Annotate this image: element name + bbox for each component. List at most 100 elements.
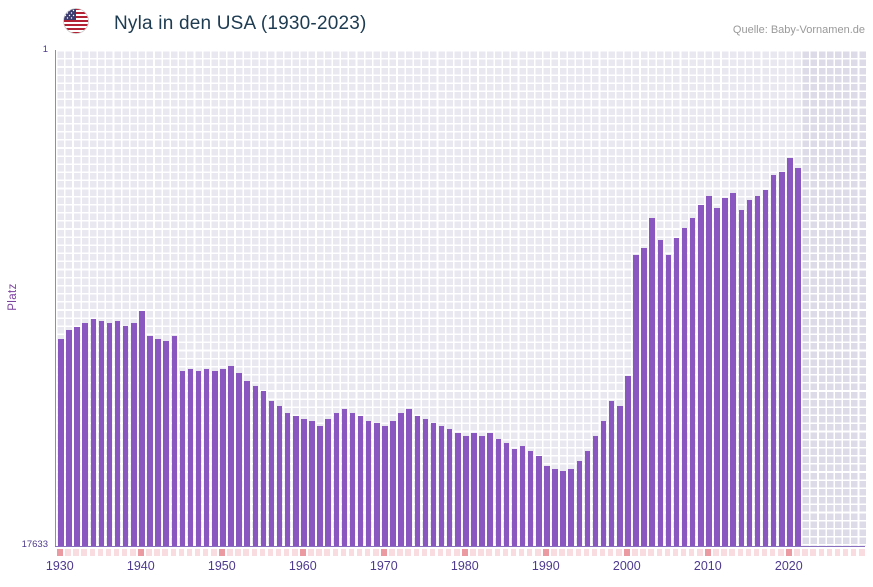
bar-1936[interactable]	[106, 322, 113, 546]
bar-1951[interactable]	[228, 365, 234, 546]
bar-1998[interactable]	[608, 400, 615, 546]
bar-1953[interactable]	[244, 380, 250, 546]
bar-1983[interactable]	[487, 432, 493, 546]
bar-1957[interactable]	[276, 405, 283, 546]
bar-1966[interactable]	[349, 412, 356, 546]
bar-1969[interactable]	[374, 422, 380, 546]
bar-1981[interactable]	[471, 432, 477, 546]
bar-2006[interactable]	[673, 238, 680, 546]
bar-1958[interactable]	[284, 412, 291, 546]
bar-1995[interactable]	[584, 450, 591, 546]
bar-1971[interactable]	[390, 420, 396, 546]
bar-2009[interactable]	[698, 205, 704, 546]
x-axis-line	[55, 546, 865, 547]
bar-1978[interactable]	[446, 428, 453, 546]
bar-1941[interactable]	[147, 335, 153, 546]
bar-1952[interactable]	[236, 372, 242, 546]
bar-1934[interactable]	[90, 318, 96, 546]
bar-2020[interactable]	[787, 158, 793, 546]
bar-2005[interactable]	[665, 255, 672, 546]
bar-2008[interactable]	[689, 218, 696, 546]
bar-1948[interactable]	[203, 368, 210, 546]
bar-1979[interactable]	[455, 432, 461, 546]
bar-2004[interactable]	[657, 240, 663, 546]
bar-1955[interactable]	[260, 390, 267, 546]
bar-1947[interactable]	[195, 370, 202, 546]
bar-1990[interactable]	[544, 465, 550, 546]
bar-1984[interactable]	[495, 438, 501, 546]
bar-1965[interactable]	[341, 408, 348, 546]
bar-1968[interactable]	[365, 420, 372, 546]
bar-1938[interactable]	[122, 325, 129, 546]
bar-1985[interactable]	[503, 442, 510, 546]
bar-1986[interactable]	[511, 448, 518, 546]
bar-1999[interactable]	[617, 405, 623, 546]
bar-1962[interactable]	[317, 425, 323, 546]
bar-1994[interactable]	[576, 460, 582, 546]
bar-1974[interactable]	[414, 415, 420, 546]
bar-1964[interactable]	[333, 412, 339, 546]
bar-1959[interactable]	[293, 415, 299, 546]
year-marker	[308, 549, 314, 556]
bar-1982[interactable]	[479, 435, 485, 546]
bar-2015[interactable]	[746, 200, 753, 546]
bar-1946[interactable]	[187, 368, 194, 546]
bar-2010[interactable]	[706, 196, 712, 546]
x-tick-label: 1950	[207, 559, 236, 573]
bar-1940[interactable]	[139, 310, 145, 546]
bar-1945[interactable]	[179, 370, 186, 546]
bar-1960[interactable]	[301, 418, 307, 546]
bar-2001[interactable]	[633, 255, 639, 546]
bar-2017[interactable]	[762, 190, 769, 546]
bar-1993[interactable]	[568, 468, 574, 546]
bar-2007[interactable]	[681, 228, 688, 546]
bar-1987[interactable]	[519, 445, 526, 546]
bar-2021[interactable]	[795, 168, 801, 546]
bar-2014[interactable]	[738, 210, 744, 546]
bar-1973[interactable]	[406, 408, 412, 546]
bar-1944[interactable]	[171, 335, 177, 546]
bar-1942[interactable]	[155, 338, 161, 546]
bar-1937[interactable]	[114, 320, 121, 546]
year-marker	[65, 549, 71, 556]
bar-1956[interactable]	[268, 400, 275, 546]
bar-2013[interactable]	[730, 193, 736, 546]
bar-1992[interactable]	[560, 470, 566, 546]
bar-1943[interactable]	[163, 340, 169, 546]
bar-1961[interactable]	[309, 420, 315, 546]
bar-1932[interactable]	[74, 326, 80, 546]
year-marker	[502, 549, 509, 556]
bar-1954[interactable]	[252, 385, 258, 546]
bar-2012[interactable]	[722, 198, 728, 546]
bar-1935[interactable]	[98, 320, 105, 546]
bar-1970[interactable]	[382, 425, 388, 546]
bar-1931[interactable]	[66, 330, 72, 546]
bar-1977[interactable]	[438, 425, 445, 546]
bar-1972[interactable]	[398, 412, 404, 546]
bar-1930[interactable]	[58, 338, 64, 546]
bar-1976[interactable]	[430, 422, 437, 546]
bar-2002[interactable]	[641, 248, 647, 546]
bar-1991[interactable]	[552, 468, 558, 546]
bar-1997[interactable]	[600, 420, 607, 546]
bar-1963[interactable]	[325, 418, 331, 546]
bar-1980[interactable]	[463, 435, 469, 546]
bar-2003[interactable]	[649, 218, 655, 546]
bar-2018[interactable]	[770, 175, 777, 546]
bar-2011[interactable]	[714, 208, 720, 546]
bar-1988[interactable]	[527, 450, 534, 546]
bar-1939[interactable]	[131, 322, 137, 546]
bar-2000[interactable]	[625, 375, 631, 546]
bar-2019[interactable]	[779, 172, 785, 546]
bar-1975[interactable]	[422, 418, 429, 546]
bar-1933[interactable]	[82, 322, 88, 546]
year-marker	[235, 549, 241, 556]
year-marker	[591, 549, 598, 556]
bar-1967[interactable]	[357, 415, 364, 546]
bar-1949[interactable]	[212, 370, 218, 546]
bar-2016[interactable]	[754, 196, 761, 546]
bar-1996[interactable]	[592, 435, 599, 546]
bar-1989[interactable]	[536, 455, 542, 546]
year-marker	[575, 549, 581, 556]
bar-1950[interactable]	[220, 368, 226, 546]
